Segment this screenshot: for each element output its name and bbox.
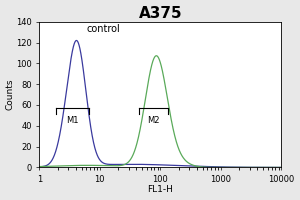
Text: M1: M1	[66, 116, 79, 125]
X-axis label: FL1-H: FL1-H	[147, 185, 173, 194]
Text: control: control	[86, 24, 120, 34]
Y-axis label: Counts: Counts	[6, 79, 15, 110]
Text: M2: M2	[147, 116, 160, 125]
Title: A375: A375	[139, 6, 182, 21]
